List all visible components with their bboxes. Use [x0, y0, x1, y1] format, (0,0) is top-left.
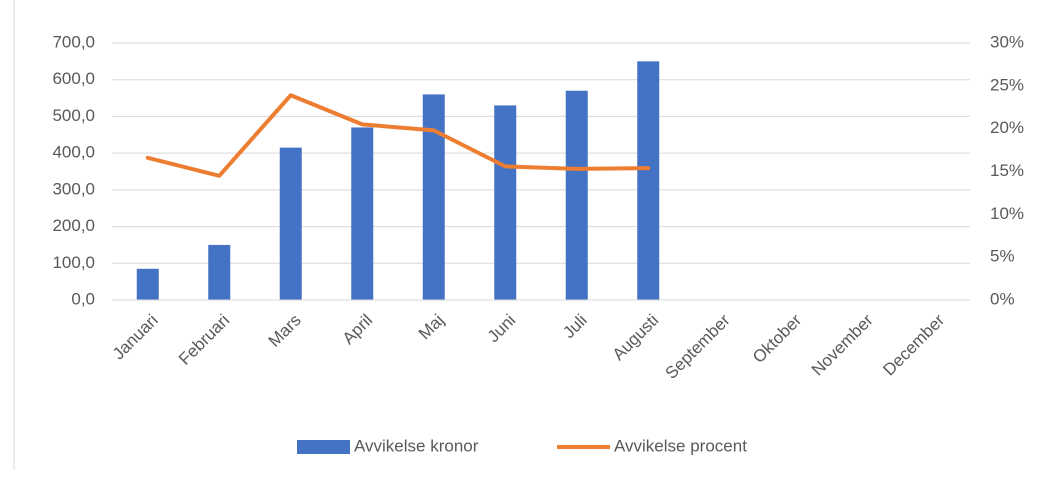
line — [145, 93, 651, 178]
y2-tick-label: 25% — [990, 75, 1024, 94]
x-tick-label: Februari — [175, 311, 233, 369]
y-tick-label: 700,0 — [52, 32, 95, 51]
x-tick-label: December — [879, 310, 948, 379]
y-tick-label: 600,0 — [52, 69, 95, 88]
x-tick-label: Augusti — [609, 311, 663, 365]
x-tick-label: November — [808, 310, 877, 379]
y2-tick-label: 0% — [990, 289, 1015, 308]
x-tick-label: Januari — [109, 311, 162, 364]
y-tick-label: 0,0 — [71, 289, 95, 308]
x-tick-label: Maj — [415, 311, 448, 344]
legend-label: Avvikelse procent — [614, 436, 747, 455]
x-tick-label: Juli — [559, 311, 590, 342]
bar — [136, 268, 159, 300]
bar — [565, 90, 588, 300]
legend-label: Avvikelse kronor — [354, 436, 479, 455]
y2-tick-label: 5% — [990, 247, 1015, 266]
x-tick-label: April — [339, 311, 376, 348]
bar — [494, 105, 517, 301]
y-tick-label: 100,0 — [52, 253, 95, 272]
y2-tick-label: 10% — [990, 204, 1024, 223]
y2-tick-label: 20% — [990, 118, 1024, 137]
y2-tick-label: 30% — [990, 32, 1024, 51]
y-tick-label: 400,0 — [52, 143, 95, 162]
x-tick-label: Oktober — [749, 310, 805, 366]
bar — [422, 94, 445, 301]
x-tick-label: Juni — [484, 311, 519, 346]
x-tick-label: Mars — [265, 311, 305, 351]
y-tick-label: 500,0 — [52, 106, 95, 125]
bar — [637, 61, 660, 300]
y-tick-label: 200,0 — [52, 216, 95, 235]
legend-swatch — [297, 440, 350, 454]
bar — [351, 127, 374, 300]
y2-tick-label: 15% — [990, 161, 1024, 180]
x-tick-label: September — [662, 310, 734, 382]
y-tick-label: 300,0 — [52, 179, 95, 198]
bar — [208, 244, 231, 300]
bar — [279, 147, 302, 300]
